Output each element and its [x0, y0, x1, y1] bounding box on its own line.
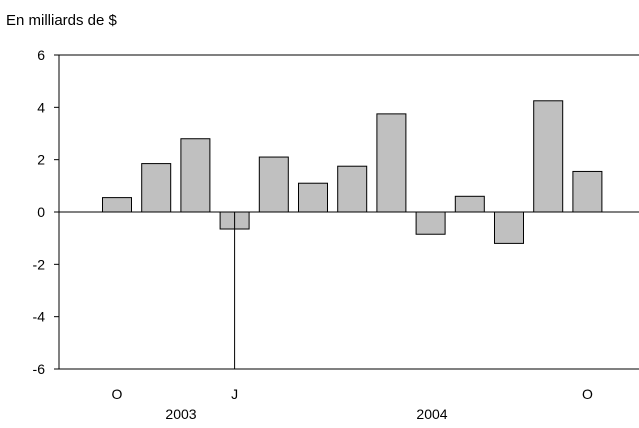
bar — [180, 138, 211, 213]
bar — [141, 163, 172, 213]
x-year-label: 2003 — [165, 406, 196, 422]
y-tick-label: 4 — [37, 99, 45, 115]
y-tick-label: -4 — [33, 309, 46, 325]
x-year-label: 2004 — [416, 406, 447, 422]
x-month-label: O — [112, 386, 123, 402]
bar — [258, 156, 289, 213]
x-month-label: O — [582, 386, 593, 402]
y-tick-label: 0 — [37, 204, 45, 220]
bar — [454, 195, 485, 213]
bar — [533, 100, 564, 213]
y-tick-label: -6 — [33, 361, 46, 377]
y-tick-label: -2 — [33, 256, 46, 272]
x-month-label: J — [231, 386, 238, 402]
bar — [376, 113, 407, 213]
bar — [415, 211, 446, 235]
y-unit-label: En milliards de $ — [6, 12, 117, 29]
bar — [572, 170, 603, 213]
y-tick-label: 2 — [37, 152, 45, 168]
bar — [494, 211, 524, 244]
bar — [337, 165, 368, 213]
bar — [298, 182, 328, 213]
bar — [102, 197, 132, 213]
y-tick-label: 6 — [37, 47, 45, 63]
